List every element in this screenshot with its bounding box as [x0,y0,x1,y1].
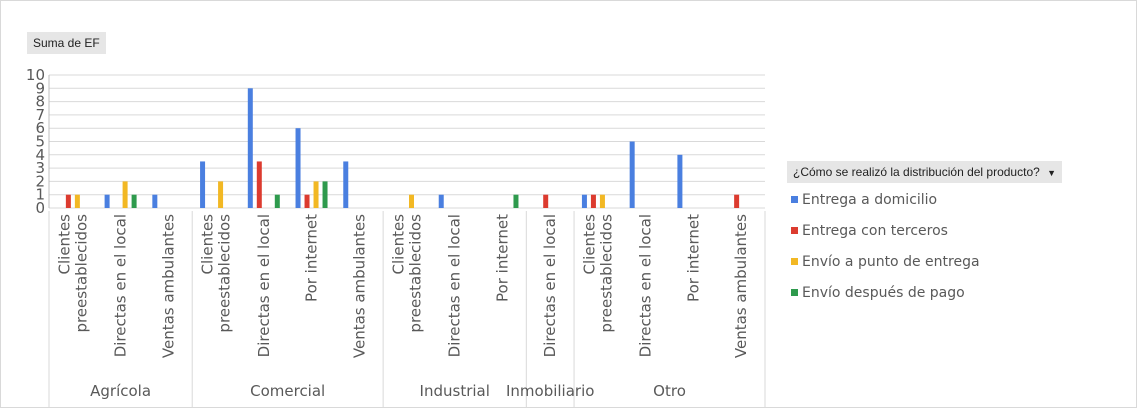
bar [629,141,635,208]
y-tick-label: 8 [35,93,45,111]
bar [295,128,301,208]
y-tick-label: 10 [26,66,45,84]
y-tick-label: 2 [35,172,45,190]
group-label: Comercial [250,382,325,400]
x-tick-label: preestablecidos [216,214,234,333]
x-tick-label: Clientes [199,214,217,275]
bar [513,194,519,208]
x-tick-label: Clientes [55,214,73,275]
bar [304,194,310,208]
x-tick-label: preestablecidos [597,214,615,333]
x-tick-label: Directas en el local [112,214,130,357]
y-tick-label: 3 [35,159,45,177]
legend-label: Envío después de pago [802,285,965,301]
y-tick-label: 7 [35,106,45,124]
legend-swatch [791,289,798,296]
bar [152,194,158,208]
x-tick-label: Directas en el local [541,214,559,357]
bar [590,194,596,208]
legend-label: Entrega a domicilio [802,192,938,208]
bar [256,161,262,208]
bar [438,194,444,208]
x-tick-label: Por internet [493,214,511,302]
legend-item: Envío a punto de entrega [791,254,980,270]
legend-swatch [791,196,798,203]
x-tick-label: Ventas ambulantes [159,214,177,358]
bar [677,154,683,208]
bar [313,181,319,208]
value-field-button[interactable]: Suma de EF [27,32,106,54]
bar [581,194,587,208]
triangle-down-icon[interactable]: ▼ [1047,168,1057,178]
bar [131,194,137,208]
y-tick-label: 9 [35,79,45,97]
bar [247,88,253,208]
group-label: Inmobiliario [506,382,594,400]
bar [322,181,328,208]
x-tick-label: Directas en el local [446,214,464,357]
legend-label: Envío a punto de entrega [802,254,980,270]
x-tick-label: Por internet [303,214,321,302]
bar [599,194,605,208]
bar [200,161,206,208]
x-tick-label: preestablecidos [407,214,425,333]
x-tick-label: Ventas ambulantes [732,214,750,358]
group-label: Industrial [420,382,490,400]
bar [74,194,80,208]
group-label: Otro [653,382,686,400]
bar [734,194,740,208]
bar [274,194,280,208]
legend-swatch [791,258,798,265]
bar [122,181,128,208]
bar [65,194,71,208]
legend-item: Envío después de pago [791,285,965,301]
y-tick-label: 6 [35,119,45,137]
x-tick-label: preestablecidos [72,214,90,333]
legend-item: Entrega con terceros [791,223,948,239]
bar [343,161,349,208]
y-tick-label: 4 [35,146,45,164]
x-tick-label: Ventas ambulantes [350,214,368,358]
y-tick-label: 0 [35,199,45,217]
legend-label: Entrega con terceros [802,223,948,239]
y-tick-label: 1 [35,186,45,204]
group-label: Agrícola [90,382,151,400]
legend-swatch [791,227,798,234]
x-tick-label: Clientes [580,214,598,275]
legend-item: Entrega a domicilio [791,192,937,208]
x-tick-label: Directas en el local [255,214,273,357]
x-tick-label: Por internet [684,214,702,302]
legend-title: ¿Cómo se realizó la distribución del pro… [793,165,1040,179]
bar [543,194,549,208]
bar [409,194,414,208]
bar [218,181,224,208]
x-tick-label: Directas en el local [637,214,655,357]
bar [104,194,110,208]
x-tick-label: Clientes [390,214,408,275]
y-tick-label: 5 [35,133,45,151]
legend-filter-button[interactable]: ¿Cómo se realizó la distribución del pro… [787,161,1063,183]
